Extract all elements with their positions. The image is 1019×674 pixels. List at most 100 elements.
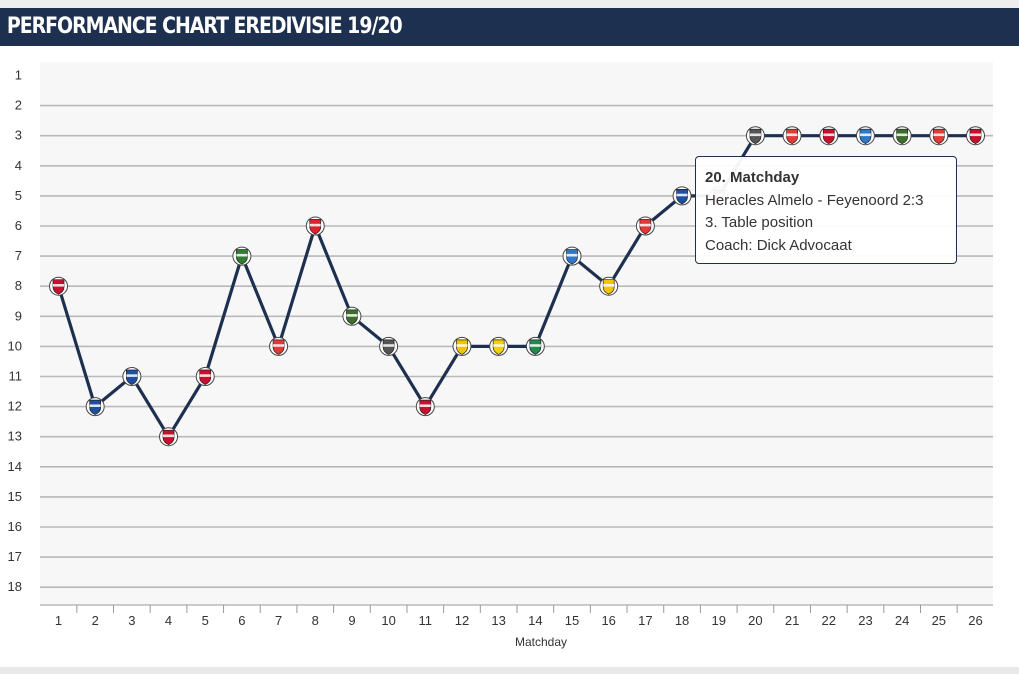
x-tick-label: 26 — [968, 613, 982, 628]
crest-band — [676, 193, 688, 197]
crest-band — [126, 374, 138, 377]
club-crest-icon — [122, 367, 142, 386]
club-crest-icon — [892, 126, 912, 146]
crest-band — [236, 253, 248, 257]
crest-band — [89, 404, 101, 407]
crest-band — [933, 133, 945, 137]
x-tick-label: 19 — [712, 613, 726, 628]
x-tick-label: 25 — [932, 613, 946, 628]
club-crest-icon — [782, 126, 802, 146]
x-tick-label: 9 — [348, 613, 355, 628]
crest-shield — [529, 339, 542, 355]
y-tick-label: 8 — [15, 278, 22, 293]
y-tick-label: 2 — [15, 98, 22, 113]
title-bar: PERFORMANCE CHART EREDIVISIE 19/20 — [0, 8, 1019, 46]
crest-band — [199, 374, 211, 377]
crest-band — [309, 223, 321, 227]
x-tick-label: 10 — [381, 613, 395, 628]
crest-band — [529, 344, 541, 347]
crest-shield — [89, 399, 102, 415]
crest-shield — [822, 128, 835, 145]
crest-band — [859, 133, 871, 137]
club-crest-icon — [305, 216, 325, 236]
crest-band — [970, 133, 981, 137]
crest-shield — [52, 279, 65, 295]
club-crest-icon — [929, 126, 949, 146]
x-tick-label: 21 — [785, 613, 799, 628]
crest-band — [566, 253, 578, 257]
crest-band — [53, 284, 64, 287]
club-crest-icon — [489, 336, 509, 356]
club-crest-icon — [195, 367, 215, 386]
club-crest-icon — [269, 336, 289, 356]
x-axis: 1 2 3 4 5 6 7 8 9 10 11 12 13 14 15 16 17 18 19 20 21 22 23 24 2… — [55, 605, 983, 628]
crest-shield — [236, 249, 248, 265]
x-axis-title: Matchday — [515, 635, 567, 649]
club-crest-icon — [966, 126, 985, 146]
crest-band — [896, 133, 908, 137]
crest-shield — [456, 339, 468, 355]
y-tick-label: 7 — [15, 248, 22, 263]
club-crest-icon — [85, 397, 105, 417]
x-tick-label: 6 — [238, 613, 245, 628]
matchday-tooltip: 20. Matchday Heracles Almelo - Feyenoord… — [695, 156, 957, 264]
club-crest-icon — [452, 336, 472, 356]
x-tick-label: 13 — [491, 613, 505, 628]
club-crest-icon — [232, 246, 252, 266]
y-tick-label: 15 — [8, 489, 22, 504]
club-crest-icon — [415, 397, 435, 417]
crest-shield — [346, 309, 358, 325]
crest-shield — [676, 189, 688, 205]
crest-shield — [272, 339, 285, 355]
club-crest-icon — [342, 306, 362, 326]
crest-shield — [639, 219, 652, 235]
x-tick-label: 7 — [275, 613, 282, 628]
x-tick-label: 23 — [858, 613, 872, 628]
crest-shield — [932, 128, 945, 145]
crest-band — [163, 434, 175, 438]
y-tick-label: 14 — [8, 459, 22, 474]
page-title: PERFORMANCE CHART EREDIVISIE 19/20 — [6, 14, 403, 39]
tooltip-title: 20. Matchday — [705, 169, 800, 186]
x-tick-label: 8 — [312, 613, 319, 628]
top-strip — [0, 0, 1019, 8]
x-tick-label: 2 — [92, 613, 99, 628]
x-tick-label: 12 — [455, 613, 469, 628]
crest-band — [639, 223, 651, 227]
x-tick-label: 16 — [601, 613, 615, 628]
y-tick-label: 3 — [15, 128, 22, 143]
y-tick-label: 1 — [15, 68, 22, 83]
y-tick-label: 6 — [15, 218, 22, 233]
crest-shield — [969, 128, 982, 145]
club-crest-icon — [379, 336, 399, 356]
x-tick-label: 4 — [165, 613, 172, 628]
bottom-strip — [0, 667, 1019, 674]
x-tick-label: 24 — [895, 613, 909, 628]
crest-shield — [786, 128, 798, 145]
club-crest-icon — [819, 126, 839, 146]
y-tick-label: 11 — [9, 369, 23, 384]
crest-shield — [309, 219, 322, 235]
club-crest-icon — [855, 126, 875, 146]
crest-shield — [419, 399, 432, 415]
crest-band — [823, 133, 835, 137]
tooltip-match: Heracles Almelo - Feyenoord 2:3 — [705, 191, 924, 209]
y-tick-label: 16 — [8, 519, 22, 534]
club-crest-icon — [159, 427, 179, 447]
x-tick-label: 14 — [528, 613, 542, 628]
x-tick-label: 5 — [202, 613, 209, 628]
x-tick-label: 3 — [128, 613, 135, 628]
crest-band — [273, 344, 285, 347]
crest-band — [493, 344, 505, 347]
x-tick-label: 15 — [565, 613, 579, 628]
crest-shield — [382, 339, 395, 355]
crest-band — [419, 404, 431, 407]
x-tick-label: 17 — [638, 613, 652, 628]
y-tick-label: 18 — [8, 579, 22, 594]
club-crest-icon — [599, 276, 619, 296]
club-crest-icon — [525, 336, 545, 356]
club-crest-icon — [562, 246, 582, 266]
y-tick-label: 4 — [15, 158, 22, 173]
crest-shield — [896, 128, 908, 145]
